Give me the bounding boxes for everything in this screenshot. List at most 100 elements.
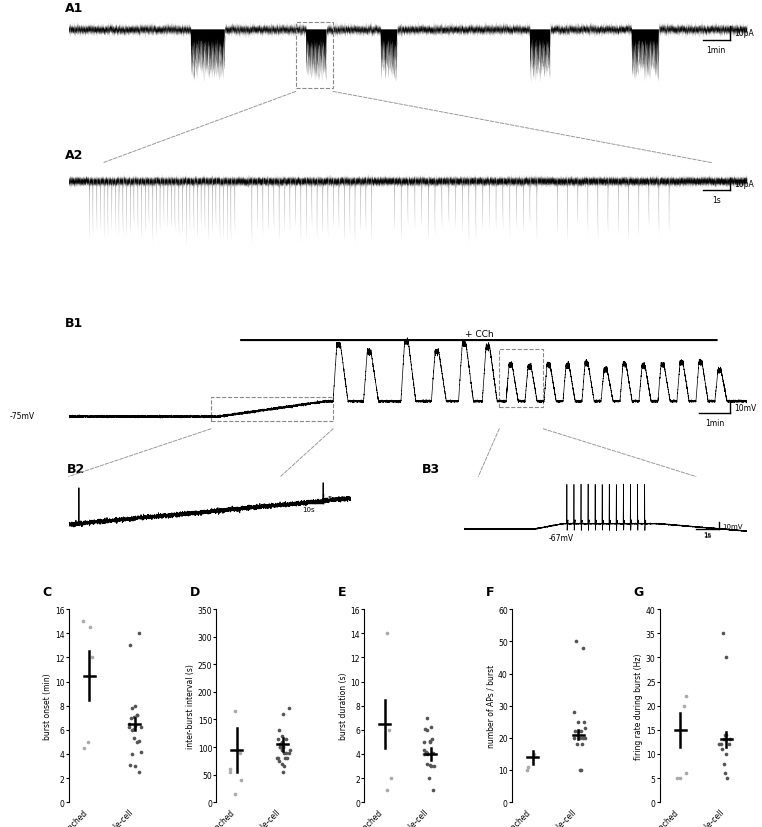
Point <box>271 752 283 765</box>
Point <box>574 731 586 744</box>
Point <box>224 762 236 776</box>
Point <box>280 746 292 759</box>
Point <box>283 743 296 757</box>
Text: F: F <box>486 585 495 598</box>
Point <box>124 639 136 653</box>
Text: A2: A2 <box>66 149 84 162</box>
Point <box>381 627 393 640</box>
Point <box>719 748 732 761</box>
Point <box>277 746 290 759</box>
Point <box>674 772 687 785</box>
Point <box>578 715 590 729</box>
Point <box>579 722 591 735</box>
Point <box>280 732 293 745</box>
Point <box>425 759 437 772</box>
Point <box>418 748 430 761</box>
Point <box>274 740 286 753</box>
Text: C: C <box>43 585 52 598</box>
Point <box>283 702 295 715</box>
Point <box>719 728 732 741</box>
Point <box>521 763 533 777</box>
Point <box>421 746 434 759</box>
Point <box>78 614 90 628</box>
Point <box>571 738 583 751</box>
Text: -75mV: -75mV <box>10 412 35 421</box>
Point <box>277 740 289 753</box>
Point <box>718 733 730 746</box>
Text: D: D <box>190 585 200 598</box>
Point <box>719 767 732 780</box>
Point <box>283 746 296 759</box>
Point <box>570 635 582 648</box>
Point <box>272 752 284 765</box>
Text: 1s: 1s <box>712 196 721 204</box>
Point <box>274 738 286 751</box>
Point <box>276 757 288 770</box>
Point <box>724 733 736 746</box>
Text: 1min: 1min <box>705 418 724 428</box>
Point <box>718 757 730 770</box>
Point <box>276 735 288 748</box>
Text: 10pA: 10pA <box>734 180 754 189</box>
Point <box>424 758 437 772</box>
Text: 10mV: 10mV <box>722 523 742 529</box>
Point <box>418 722 431 735</box>
Point <box>274 740 287 753</box>
Point <box>126 724 138 737</box>
Point <box>126 701 138 715</box>
Point <box>424 734 437 748</box>
Point <box>224 765 236 778</box>
Point <box>721 772 733 785</box>
Text: + CCh: + CCh <box>465 330 493 339</box>
Point <box>85 651 98 664</box>
Point <box>124 758 136 772</box>
Point <box>427 746 439 759</box>
Point <box>719 651 732 664</box>
Point <box>129 719 141 733</box>
Text: B2: B2 <box>67 462 85 476</box>
Point <box>716 743 728 756</box>
Point <box>575 763 587 777</box>
Point <box>713 738 725 751</box>
Point <box>568 705 580 719</box>
Y-axis label: burst duration (s): burst duration (s) <box>338 672 347 739</box>
Text: 10s: 10s <box>303 507 315 513</box>
Point <box>575 725 587 739</box>
Point <box>133 766 146 779</box>
Text: G: G <box>634 585 644 598</box>
Point <box>577 731 589 744</box>
Point <box>421 757 433 770</box>
Point <box>229 787 241 801</box>
Point <box>680 767 693 780</box>
Point <box>277 740 289 753</box>
Point <box>128 732 140 745</box>
Point <box>572 725 584 739</box>
Point <box>278 760 290 773</box>
Y-axis label: firing rate during burst (Hz): firing rate during burst (Hz) <box>634 653 643 759</box>
Text: 10pA: 10pA <box>734 29 754 38</box>
Point <box>568 731 580 744</box>
Text: 5mV: 5mV <box>327 495 343 502</box>
Point <box>575 738 588 751</box>
Point <box>123 717 135 730</box>
Point <box>528 748 540 761</box>
Point <box>279 752 291 765</box>
Point <box>575 763 587 777</box>
Point <box>522 760 534 773</box>
Point <box>427 783 439 796</box>
Point <box>123 721 135 734</box>
Text: 1min: 1min <box>706 46 726 55</box>
Point <box>421 711 433 724</box>
Point <box>276 729 288 743</box>
Point <box>272 724 284 737</box>
Point <box>572 715 584 729</box>
Point <box>277 707 289 720</box>
Point <box>423 772 435 785</box>
Text: 1s: 1s <box>703 532 711 538</box>
Point <box>677 699 690 712</box>
Point <box>129 699 141 712</box>
Point <box>424 735 436 748</box>
Point <box>421 724 433 737</box>
Point <box>84 621 96 634</box>
Bar <box>499 350 543 408</box>
